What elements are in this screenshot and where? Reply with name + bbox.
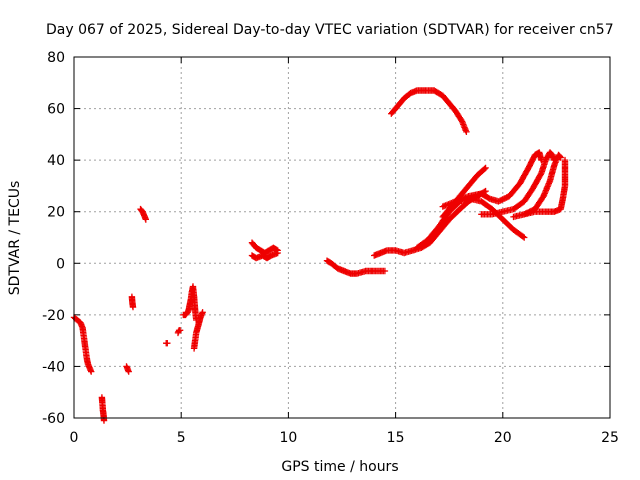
series-arc-20 — [521, 156, 569, 218]
plot-frame — [73, 56, 611, 419]
data-point — [557, 154, 564, 161]
y-tick-label: 0 — [56, 256, 65, 272]
data-point — [199, 309, 206, 316]
series-arc-11 — [248, 249, 281, 262]
data-point — [125, 368, 132, 375]
data-point — [556, 153, 564, 160]
y-tick-label: 20 — [47, 205, 65, 221]
y-tick-label: -60 — [42, 411, 65, 427]
y-tick-label: 80 — [47, 50, 65, 66]
series-arc-2 — [98, 394, 108, 424]
y-tick-label: 60 — [47, 102, 65, 118]
data-point — [521, 234, 528, 241]
data-point — [561, 156, 569, 164]
x-tick-label: 0 — [70, 430, 79, 446]
series-arc-19 — [510, 151, 564, 221]
data-point — [176, 327, 184, 334]
x-tick-label: 10 — [279, 430, 297, 446]
y-tick-label: -20 — [42, 308, 65, 324]
data-point — [381, 267, 389, 275]
data-point — [481, 165, 488, 172]
chart-title: Day 067 of 2025, Sidereal Day-to-day VTE… — [46, 22, 614, 38]
series-arc-14 — [388, 87, 470, 135]
y-tick-label: 40 — [47, 153, 65, 169]
series-arc-8 — [180, 283, 200, 324]
axis-ticks — [73, 56, 611, 419]
series-arc-4 — [128, 293, 137, 311]
x-tick-labels: 0 5 10 15 20 25 — [70, 430, 619, 446]
series-arc-17 — [439, 149, 545, 210]
data-point — [482, 164, 489, 172]
series-arc-9 — [190, 309, 206, 352]
x-axis-label: GPS time / hours — [281, 459, 398, 475]
series-arc-5 — [137, 205, 149, 223]
data-point — [519, 233, 527, 240]
data-point — [142, 216, 149, 223]
y-tick-labels: -60 -40 -20 0 20 40 60 80 — [42, 50, 65, 427]
x-tick-label: 15 — [387, 430, 405, 446]
gridlines — [74, 57, 610, 418]
data-point — [164, 340, 171, 347]
x-tick-label: 25 — [601, 430, 619, 446]
x-tick-label: 20 — [494, 430, 512, 446]
x-tick-label: 5 — [177, 430, 186, 446]
data-point — [129, 303, 137, 311]
y-tick-label: -40 — [42, 359, 65, 375]
series-arc-6 — [163, 340, 171, 347]
series-arc-18 — [478, 149, 558, 218]
series-arc-7 — [174, 327, 184, 337]
data-points — [70, 87, 569, 424]
series-arc-12 — [323, 257, 389, 277]
series-arc-1 — [70, 314, 95, 375]
data-point — [88, 368, 95, 375]
data-point — [274, 249, 281, 257]
series-arc-3 — [123, 363, 132, 375]
data-point — [463, 128, 470, 135]
y-axis-label: SDTVAR / TECUs — [7, 181, 23, 296]
